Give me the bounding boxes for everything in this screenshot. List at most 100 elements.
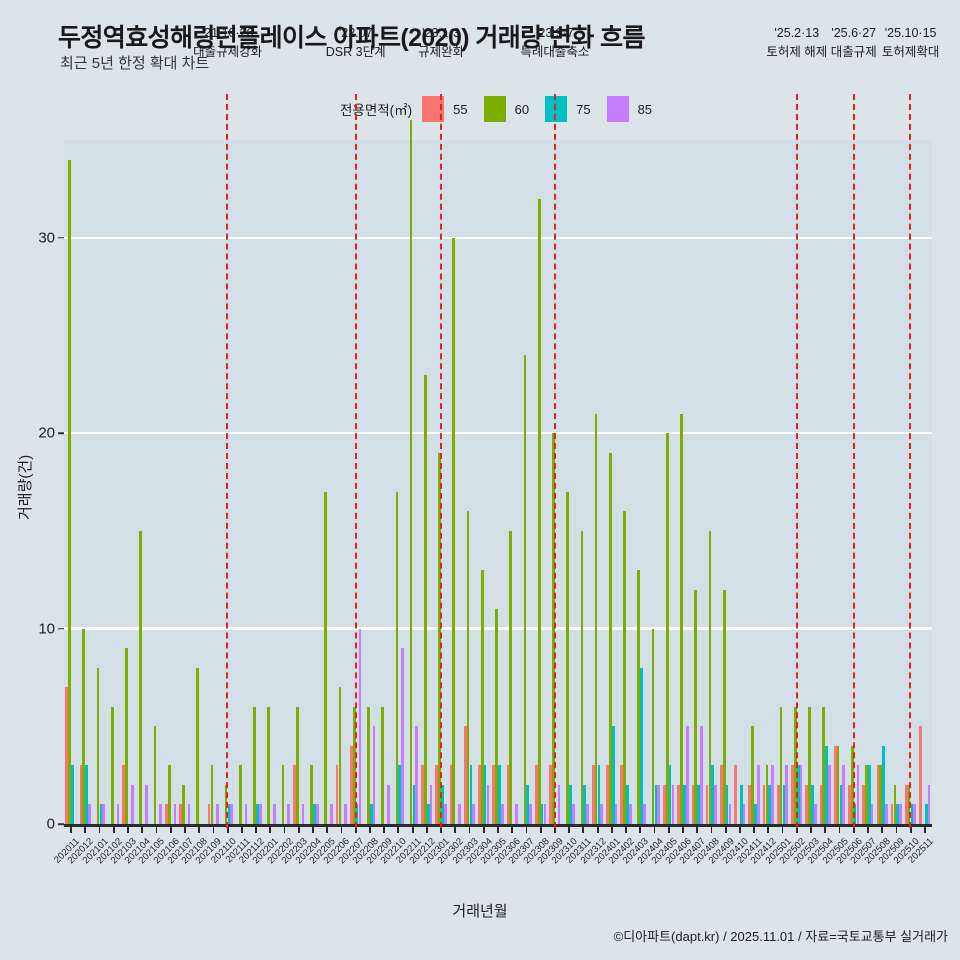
bar-group[interactable] — [549, 140, 561, 824]
bar-group[interactable] — [435, 140, 447, 824]
bar[interactable] — [557, 784, 561, 824]
bar[interactable] — [497, 765, 501, 824]
bar[interactable] — [509, 530, 513, 824]
bar[interactable] — [429, 784, 433, 824]
bar[interactable] — [230, 804, 234, 824]
bar[interactable] — [534, 765, 538, 824]
bar-group[interactable] — [322, 140, 333, 824]
bar[interactable] — [358, 628, 362, 824]
bar[interactable] — [839, 784, 843, 824]
bar-group[interactable] — [719, 140, 732, 824]
bar-group[interactable] — [677, 140, 689, 824]
bar[interactable] — [301, 804, 305, 824]
bar[interactable] — [125, 648, 128, 824]
bar[interactable] — [344, 804, 347, 824]
bar[interactable] — [324, 491, 328, 824]
bar[interactable] — [842, 765, 846, 824]
bar[interactable] — [833, 745, 837, 824]
bar-group[interactable] — [848, 140, 860, 824]
bar[interactable] — [910, 804, 914, 824]
bar-group[interactable] — [890, 140, 902, 824]
bar-group[interactable] — [635, 140, 646, 824]
bar[interactable] — [506, 765, 510, 824]
bar[interactable] — [882, 745, 885, 824]
bar[interactable] — [853, 804, 857, 824]
bar[interactable] — [796, 765, 800, 824]
bar[interactable] — [483, 765, 487, 824]
bar[interactable] — [734, 765, 737, 824]
bar[interactable] — [776, 784, 780, 824]
bar-group[interactable] — [791, 140, 803, 824]
bar[interactable] — [523, 354, 527, 824]
bar[interactable] — [571, 804, 575, 824]
bar[interactable] — [751, 726, 754, 824]
bar[interactable] — [122, 765, 126, 824]
bar-group[interactable] — [833, 140, 846, 824]
bar[interactable] — [654, 784, 658, 824]
bar[interactable] — [281, 765, 285, 824]
bar[interactable] — [811, 784, 814, 824]
bar-group[interactable] — [492, 140, 504, 824]
bar[interactable] — [893, 784, 897, 824]
bar[interactable] — [691, 784, 695, 824]
bar-group[interactable] — [563, 140, 575, 824]
bar[interactable] — [899, 804, 902, 824]
bar-group[interactable] — [463, 140, 476, 824]
bar-group[interactable] — [165, 140, 177, 824]
bar[interactable] — [244, 804, 248, 824]
bar[interactable] — [791, 765, 794, 824]
bar[interactable] — [88, 804, 91, 824]
bar-group[interactable] — [649, 140, 661, 824]
bar[interactable] — [640, 667, 643, 824]
bar-group[interactable] — [151, 140, 163, 824]
bar[interactable] — [651, 628, 655, 824]
bar[interactable] — [785, 765, 789, 824]
bar[interactable] — [486, 784, 490, 824]
bar-group[interactable] — [307, 140, 319, 824]
bar[interactable] — [421, 765, 424, 824]
bar-group[interactable] — [250, 140, 262, 824]
bar[interactable] — [415, 726, 419, 824]
bar[interactable] — [207, 804, 211, 824]
legend-item-60[interactable]: 60 — [483, 96, 529, 122]
bar[interactable] — [583, 784, 587, 824]
bar[interactable] — [876, 765, 880, 824]
bar[interactable] — [850, 745, 854, 824]
bar[interactable] — [227, 804, 231, 824]
bar[interactable] — [79, 765, 83, 824]
bar-group[interactable] — [222, 140, 234, 824]
bar-group[interactable] — [904, 140, 917, 824]
bar-group[interactable] — [378, 140, 390, 824]
bar[interactable] — [435, 765, 439, 824]
bar[interactable] — [756, 765, 760, 824]
bar[interactable] — [870, 804, 874, 824]
bar-group[interactable] — [734, 140, 746, 824]
bar-group[interactable] — [79, 140, 91, 824]
bar[interactable] — [495, 609, 498, 824]
bar[interactable] — [387, 784, 390, 824]
bar[interactable] — [443, 804, 447, 824]
bar[interactable] — [924, 804, 928, 824]
bar-group[interactable] — [705, 140, 717, 824]
bar-group[interactable] — [207, 140, 219, 824]
bar[interactable] — [836, 745, 840, 824]
bar[interactable] — [452, 237, 456, 824]
bar[interactable] — [771, 765, 774, 824]
bar-group[interactable] — [478, 140, 490, 824]
bar[interactable] — [102, 804, 106, 824]
bar[interactable] — [526, 784, 530, 824]
bar[interactable] — [96, 667, 100, 824]
bar[interactable] — [913, 804, 917, 824]
bar[interactable] — [594, 413, 598, 824]
bar[interactable] — [412, 784, 416, 824]
bar[interactable] — [848, 784, 851, 824]
bar[interactable] — [216, 804, 219, 824]
bar[interactable] — [110, 706, 114, 824]
bar-group[interactable] — [691, 140, 703, 824]
bar[interactable] — [739, 784, 743, 824]
bar[interactable] — [540, 804, 544, 824]
bar[interactable] — [338, 687, 342, 824]
bar[interactable] — [153, 726, 157, 824]
bar[interactable] — [258, 804, 262, 824]
bar[interactable] — [623, 511, 626, 824]
